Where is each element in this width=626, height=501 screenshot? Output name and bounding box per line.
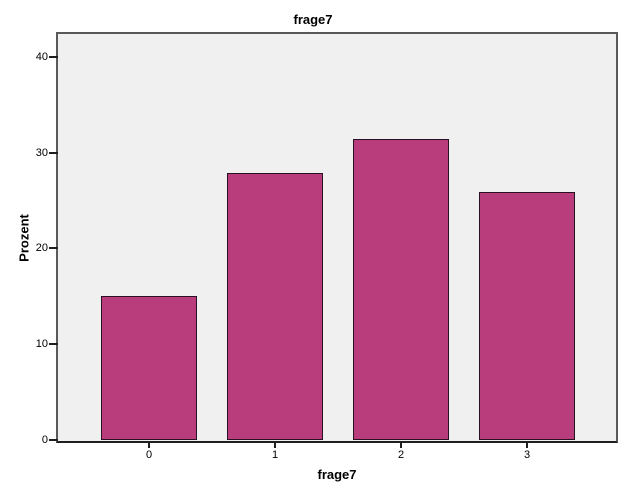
bar-category-0 — [101, 296, 197, 440]
y-tick-label: 10 — [35, 338, 48, 351]
bar-category-1 — [227, 173, 323, 440]
y-tick-label: 30 — [35, 146, 48, 159]
y-tick-label: 40 — [35, 50, 48, 63]
bar-category-2 — [353, 139, 449, 440]
y-tick-mark — [49, 247, 58, 250]
y-tick-mark — [49, 151, 58, 154]
x-tick-label: 3 — [523, 449, 531, 461]
y-tick-label: 20 — [35, 242, 48, 255]
x-tick-mark — [274, 443, 276, 448]
x-tick-mark — [400, 443, 402, 448]
y-tick-label: 0 — [41, 434, 48, 446]
y-axis-title: Prozent — [16, 214, 32, 262]
x-tick-label: 0 — [145, 449, 153, 461]
bar-category-3 — [479, 192, 575, 440]
x-tick-mark — [148, 443, 150, 448]
x-tick-mark — [526, 443, 528, 448]
y-tick-mark — [49, 343, 58, 346]
x-tick-label: 1 — [271, 449, 279, 461]
x-axis-title: frage7 — [317, 467, 357, 482]
y-tick-mark — [49, 55, 58, 58]
x-tick-label: 2 — [397, 449, 405, 461]
chart-title: frage7 — [293, 12, 333, 27]
y-tick-mark — [49, 439, 58, 441]
